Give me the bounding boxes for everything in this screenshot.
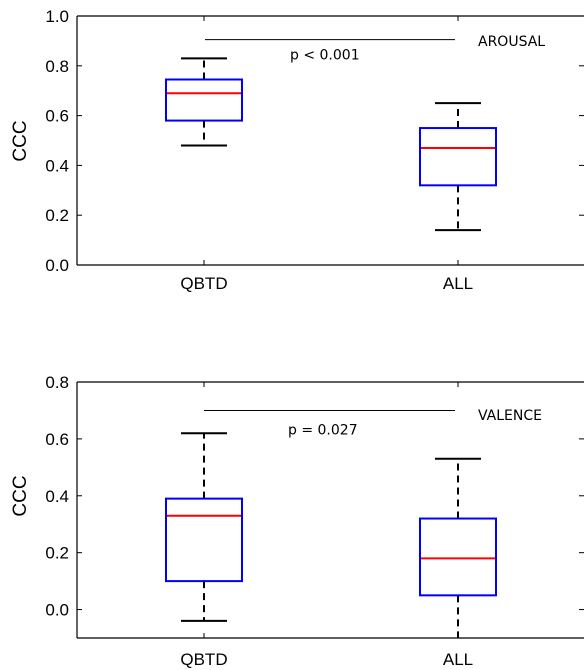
valence-qbtd-box — [165, 497, 243, 583]
valence-ytick-label: 0.4 — [45, 487, 69, 506]
arousal-ytick-label: 0.6 — [45, 107, 69, 126]
valence-ylabel: CCC — [10, 475, 31, 516]
valence-label: VALENCE — [478, 408, 542, 424]
arousal-qbtd-box — [165, 78, 243, 122]
arousal-ylabel: CCC — [10, 120, 31, 161]
valence-ytick-label: 0.6 — [45, 430, 69, 449]
arousal-xtick-label: ALL — [443, 274, 473, 293]
valence-ytick-label: 0.8 — [45, 373, 69, 392]
arousal-ytick-label: 0.0 — [45, 256, 69, 275]
valence-panel: CCC VALENCE 0.0 0.2 0.4 0.6 0.8 QBTD ALL p = 0.… — [10, 373, 584, 669]
arousal-ytick-label: 0.4 — [45, 156, 69, 175]
valence-p-value: p = 0.027 — [288, 422, 358, 438]
arousal-all-box — [419, 127, 497, 187]
arousal-ytick-label: 0.2 — [45, 206, 69, 225]
arousal-ytick-label: 0.8 — [45, 57, 69, 76]
valence-xtick-label: ALL — [443, 650, 473, 669]
arousal-panel: CCC AROUSAL 0.0 0.2 0.4 0.6 0.8 1.0 QBTD ALL p <… — [10, 7, 584, 293]
arousal-xtick-label: QBTD — [180, 274, 227, 293]
valence-ytick-label: 0.0 — [45, 601, 69, 620]
arousal-ytick-label: 1.0 — [45, 7, 69, 26]
valence-xtick-label: QBTD — [180, 650, 227, 669]
valence-ytick-label: 0.2 — [45, 544, 69, 563]
arousal-label: AROUSAL — [478, 34, 545, 50]
valence-all-box — [419, 517, 497, 597]
arousal-p-value: p < 0.001 — [290, 48, 360, 64]
